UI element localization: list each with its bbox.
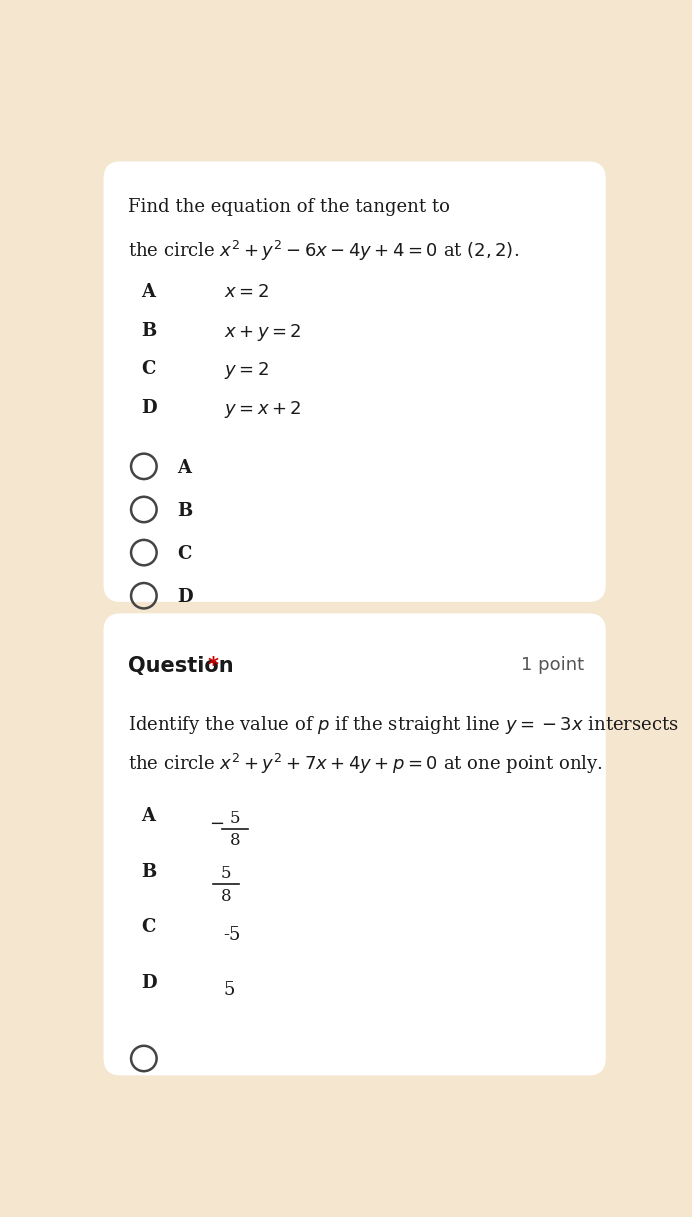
Text: 5: 5	[224, 981, 235, 999]
Text: $x = 2$: $x = 2$	[224, 284, 268, 301]
Text: D: D	[140, 974, 156, 992]
Text: D: D	[177, 588, 193, 606]
Text: -5: -5	[224, 926, 241, 944]
FancyBboxPatch shape	[104, 613, 606, 1076]
FancyBboxPatch shape	[104, 162, 606, 602]
Text: 8: 8	[221, 887, 231, 904]
Text: A: A	[140, 807, 155, 825]
Text: A: A	[140, 284, 155, 301]
Text: B: B	[140, 863, 156, 881]
Text: B: B	[177, 501, 192, 520]
Text: C: C	[140, 919, 155, 936]
Text: the circle $x^2 + y^2 - 6x - 4y + 4 = 0$ at $(2,2)$.: the circle $x^2 + y^2 - 6x - 4y + 4 = 0$…	[128, 239, 520, 263]
Text: *: *	[208, 656, 219, 675]
Text: Find the equation of the tangent to: Find the equation of the tangent to	[128, 198, 450, 217]
Text: 1 point: 1 point	[521, 656, 584, 674]
Text: $y = 2$: $y = 2$	[224, 360, 268, 381]
Text: B: B	[140, 321, 156, 340]
Text: C: C	[177, 545, 192, 563]
Text: 5: 5	[221, 865, 231, 882]
Text: C: C	[140, 360, 155, 378]
Text: D: D	[140, 399, 156, 416]
Text: Identify the value of $p$ if the straight line $y = -3x$ intersects: Identify the value of $p$ if the straigh…	[128, 713, 680, 735]
Text: Question: Question	[128, 656, 234, 675]
Text: −: −	[209, 815, 224, 834]
Text: 8: 8	[230, 832, 241, 849]
Text: 5: 5	[230, 809, 241, 826]
Text: $x + y = 2$: $x + y = 2$	[224, 321, 302, 343]
Text: A: A	[177, 459, 191, 477]
Text: the circle $x^2 + y^2 + 7x + 4y + p = 0$ at one point only.: the circle $x^2 + y^2 + 7x + 4y + p = 0$…	[128, 752, 603, 776]
Text: $y = x + 2$: $y = x + 2$	[224, 399, 302, 420]
